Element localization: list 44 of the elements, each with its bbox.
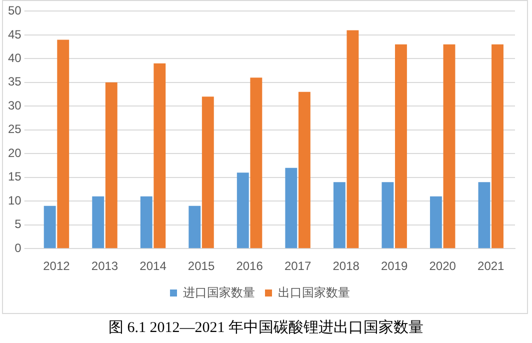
bar <box>44 206 56 248</box>
bar <box>188 206 201 248</box>
x-tick-label: 2019 <box>380 259 408 274</box>
bar <box>346 30 359 248</box>
y-tick-label: 20 <box>8 146 22 160</box>
y-tick-label: 5 <box>14 217 22 232</box>
bar <box>140 196 152 248</box>
bar <box>154 63 166 248</box>
y-tick-label: 0 <box>14 240 22 255</box>
bar <box>250 78 262 248</box>
x-tick-label: 2018 <box>332 259 360 274</box>
bar <box>92 196 104 248</box>
bar <box>236 172 249 248</box>
bar <box>492 44 504 248</box>
bar <box>202 96 214 248</box>
y-tick-label: 45 <box>8 27 22 42</box>
bar <box>478 182 490 248</box>
x-tick-label: 2015 <box>188 259 215 274</box>
bar <box>382 182 394 248</box>
bar <box>333 182 346 248</box>
bar <box>285 168 298 248</box>
x-tick-label: 2017 <box>284 259 312 274</box>
bar <box>395 44 407 248</box>
legend-label: 进口国家数量 <box>183 285 255 300</box>
bar <box>105 82 118 248</box>
y-tick-label: 30 <box>8 98 22 112</box>
bar <box>430 196 442 248</box>
x-tick-label: 2016 <box>236 259 264 274</box>
y-tick-label: 25 <box>8 122 22 136</box>
bar <box>57 40 70 248</box>
x-tick-label: 2013 <box>91 259 118 274</box>
y-tick-label: 10 <box>8 193 22 208</box>
y-tick-label: 40 <box>8 50 22 65</box>
x-tick-label: 2014 <box>140 259 167 274</box>
y-tick-label: 35 <box>8 74 22 89</box>
bar <box>443 44 456 248</box>
y-tick-label: 50 <box>8 4 22 18</box>
bar <box>298 92 310 248</box>
x-tick-label: 2021 <box>478 259 505 274</box>
x-tick-label: 2020 <box>429 259 456 274</box>
x-tick-label: 2012 <box>43 259 70 274</box>
text: 图 6.1 2012—2021 年中国碳酸锂进出口国家数量 <box>108 318 424 337</box>
legend-label: 出口国家数量 <box>278 285 350 300</box>
y-tick-label: 15 <box>8 170 22 184</box>
